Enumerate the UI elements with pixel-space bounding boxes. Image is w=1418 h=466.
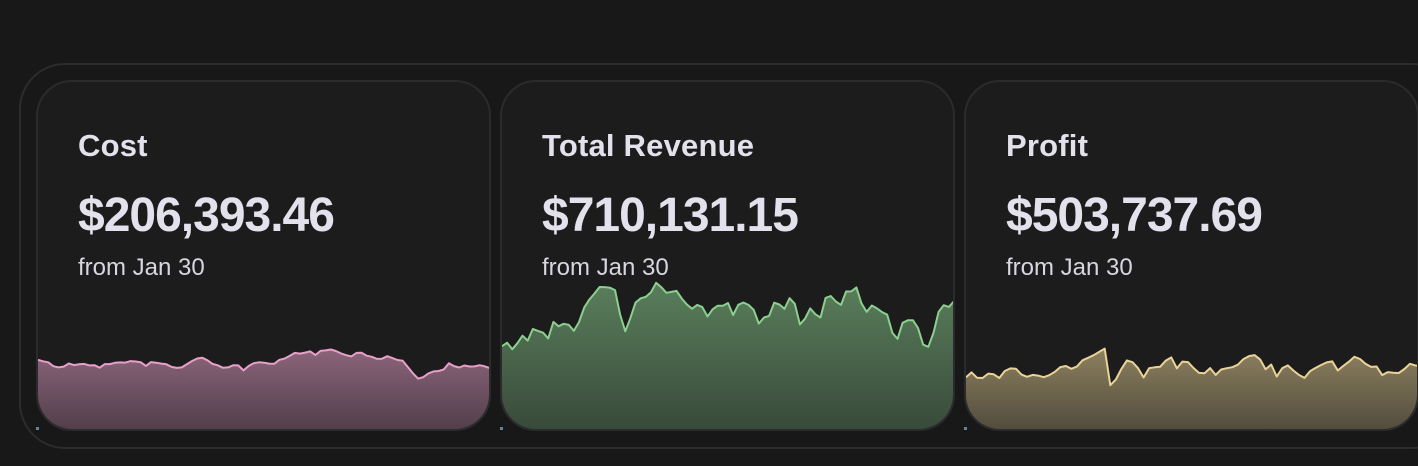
card-title: Profit: [1006, 128, 1089, 163]
card-subtitle: from Jan 30: [1006, 254, 1133, 281]
indicator-dot: [500, 427, 503, 430]
card-subtitle: from Jan 30: [78, 254, 205, 281]
profit-card[interactable]: Profit $503,737.69 from Jan 30: [964, 80, 1418, 431]
sparkline-area: [38, 349, 489, 429]
card-value: $503,737.69: [1006, 189, 1263, 242]
total-revenue-card[interactable]: Total Revenue $710,131.15 from Jan 30: [500, 80, 955, 431]
indicator-dot: [36, 427, 39, 430]
profit-sparkline: [966, 347, 1417, 429]
card-title: Cost: [78, 128, 148, 163]
card-value: $206,393.46: [78, 189, 335, 242]
indicator-dot: [964, 427, 967, 430]
cost-card[interactable]: Cost $206,393.46 from Jan 30: [36, 80, 491, 431]
card-title: Total Revenue: [542, 128, 755, 163]
kpi-panel: [19, 63, 1418, 449]
sparkline-line: [502, 281, 953, 351]
sparkline-area: [966, 348, 1417, 429]
card-subtitle: from Jan 30: [542, 254, 669, 281]
cost-sparkline: [38, 348, 489, 429]
sparkline-line: [38, 348, 489, 380]
sparkline-line: [966, 347, 1417, 387]
revenue-sparkline: [502, 281, 953, 429]
sparkline-area: [502, 282, 953, 429]
card-value: $710,131.15: [542, 189, 799, 242]
